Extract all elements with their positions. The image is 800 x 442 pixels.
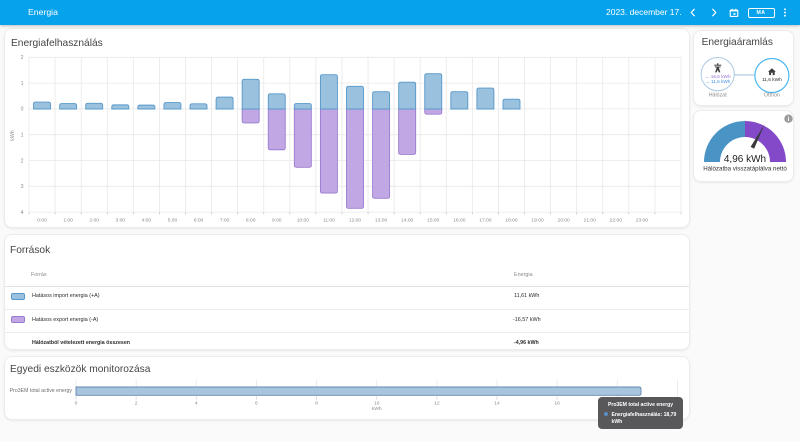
svg-text:14: 14 [494,401,500,407]
svg-text:11,6 kWh: 11,6 kWh [762,77,782,83]
svg-text:8:00: 8:00 [246,218,256,224]
svg-text:4:00: 4:00 [142,218,152,224]
svg-text:19:00: 19:00 [531,218,544,224]
svg-text:4: 4 [195,401,198,407]
svg-text:0:00: 0:00 [37,218,47,224]
svg-text:3:00: 3:00 [116,218,126,224]
svg-text:21:00: 21:00 [584,218,597,224]
svg-text:10:00: 10:00 [297,218,310,224]
svg-text:10: 10 [374,401,380,407]
svg-text:0: 0 [21,107,24,113]
svg-text:17:00: 17:00 [479,218,492,224]
svg-text:13:00: 13:00 [375,218,388,224]
svg-text:1: 1 [21,81,24,87]
svg-text:23:00: 23:00 [636,218,649,224]
svg-text:8: 8 [315,401,318,407]
svg-text:4: 4 [21,210,24,216]
svg-text:i: i [788,116,790,123]
svg-text:6:00: 6:00 [194,218,204,224]
svg-text:4,96 kWh: 4,96 kWh [724,154,766,165]
svg-text:12: 12 [434,401,440,407]
svg-text:6: 6 [255,401,258,407]
svg-text:1:00: 1:00 [63,218,73,224]
svg-text:2: 2 [21,55,24,61]
svg-text:22:00: 22:00 [610,218,623,224]
svg-text:kWh: kWh [372,406,382,412]
svg-text:0: 0 [75,401,78,407]
svg-text:16: 16 [554,401,560,407]
svg-text:7:00: 7:00 [220,218,230,224]
svg-text:9:00: 9:00 [272,218,282,224]
svg-text:2: 2 [21,158,24,164]
svg-text:Hálózatba visszatáplálva nettó: Hálózatba visszatáplálva nettó [703,165,787,172]
svg-text:5:00: 5:00 [168,218,178,224]
svg-text:kWh: kWh [10,130,16,140]
svg-text:→ 11,6 kWh: → 11,6 kWh [705,79,731,84]
svg-text:16:00: 16:00 [453,218,466,224]
svg-text:14:00: 14:00 [401,218,414,224]
svg-text:Otthon: Otthon [764,93,780,99]
svg-text:15:00: 15:00 [427,218,440,224]
svg-text:18:00: 18:00 [505,218,518,224]
svg-text:2:00: 2:00 [89,218,99,224]
svg-text:12:00: 12:00 [349,218,362,224]
svg-text:11:00: 11:00 [323,218,335,224]
svg-text:20:00: 20:00 [558,218,571,224]
svg-text:1: 1 [21,133,24,139]
svg-text:2: 2 [135,401,138,407]
svg-text:Hálózat: Hálózat [709,93,727,99]
svg-text:← 16,6 kWh: ← 16,6 kWh [705,74,731,79]
svg-text:3: 3 [21,184,24,190]
